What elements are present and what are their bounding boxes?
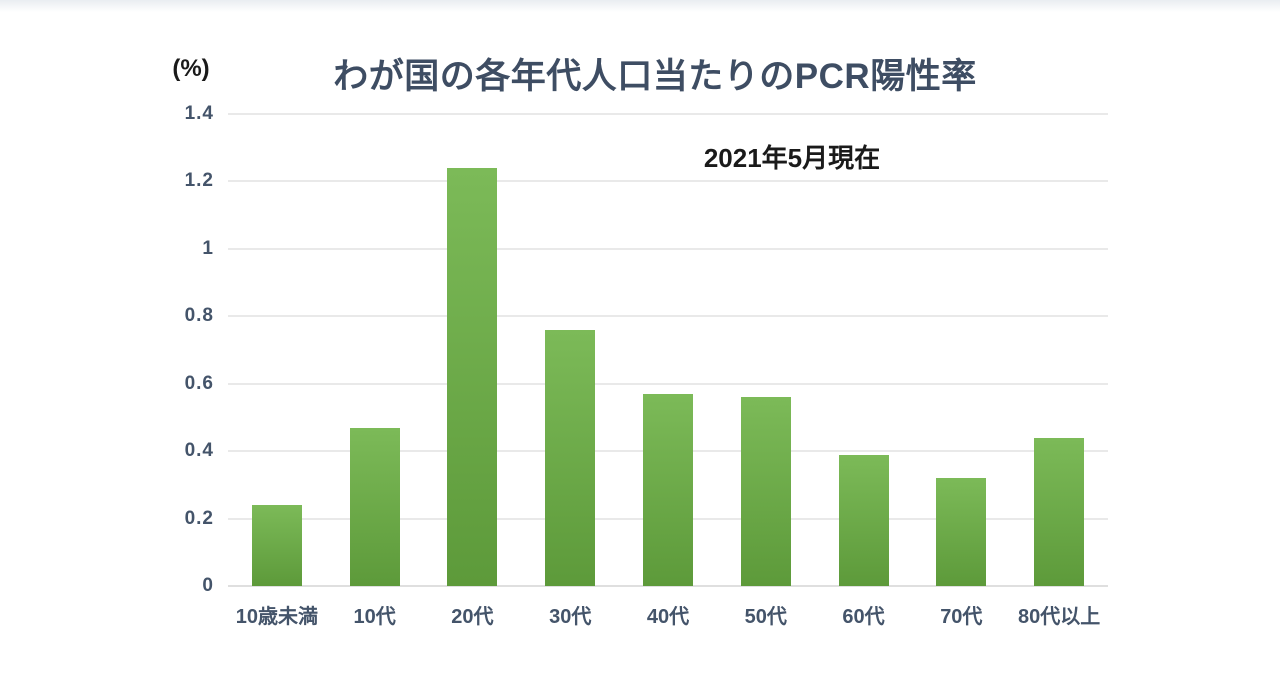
gridline: [228, 382, 1108, 385]
gridline: [228, 585, 1108, 587]
x-category-label: 70代: [940, 606, 983, 628]
y-axis-tick-labels: 0 0.2 0.4 0.6 0.8 1 1.2 1.4: [0, 103, 214, 596]
bar: [545, 329, 596, 586]
bar: [838, 454, 889, 586]
gridline: [228, 113, 1108, 115]
bar: [251, 505, 302, 586]
y-tick-label: 0.8: [184, 305, 214, 327]
y-tick-label: 0.2: [184, 507, 214, 529]
gridline: [228, 247, 1108, 250]
y-tick-label: 0.6: [184, 372, 214, 394]
top-edge-shadow: [0, 0, 1280, 12]
bar: [643, 393, 693, 586]
y-axis-unit-label: (%): [172, 55, 210, 82]
bar: [349, 427, 400, 586]
gridline: [228, 180, 1108, 183]
bar: [936, 478, 987, 586]
x-category-label: 20代: [451, 606, 494, 628]
bar: [740, 397, 791, 586]
x-category-label: 30代: [549, 606, 592, 628]
plot-area: [228, 113, 1108, 587]
y-tick-label: 1: [202, 237, 214, 259]
x-category-label: 80代以上: [1017, 606, 1101, 628]
bar: [447, 167, 498, 586]
y-tick-label: 0: [202, 575, 214, 596]
chart-subtitle: 2021年5月現在: [703, 143, 881, 173]
chart-title: わが国の各年代人口当たりのPCR陽性率: [333, 57, 977, 96]
x-category-label: 40代: [646, 606, 690, 628]
y-tick-label: 1.4: [184, 103, 214, 124]
x-category-label: 10代: [353, 606, 396, 628]
x-category-label: 60代: [842, 606, 885, 628]
gridline: [228, 315, 1108, 318]
x-axis-category-labels: 10歳未満 10代 20代 30代 40代 50代 60代 70代 80代以上: [228, 602, 1108, 636]
x-category-label: 10歳未満: [235, 606, 318, 628]
y-tick-label: 0.4: [184, 440, 214, 462]
y-tick-label: 1.2: [184, 170, 214, 192]
x-category-label: 50代: [744, 606, 787, 628]
bar: [1034, 437, 1085, 586]
